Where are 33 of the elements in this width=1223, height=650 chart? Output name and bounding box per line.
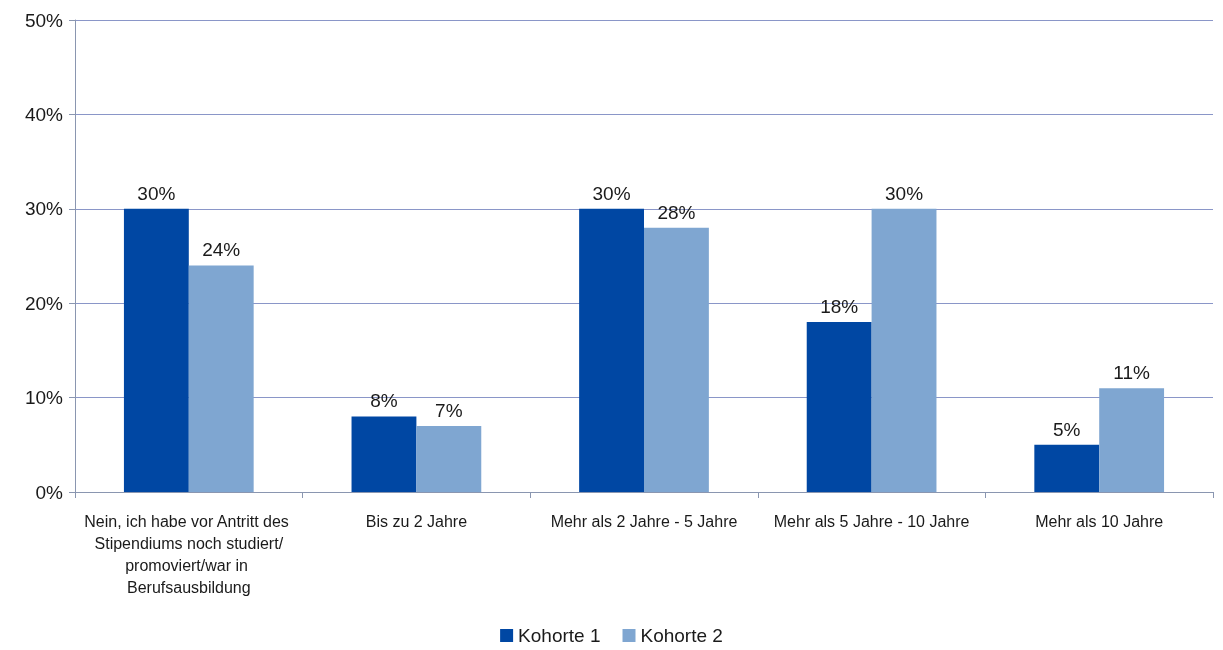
y-tick-label: 40%: [24, 103, 64, 125]
x-tick-label: Mehr als 2 Jahre - 5 Jahre: [550, 512, 738, 530]
x-tick-label: Bis zu 2 Jahre: [365, 512, 468, 530]
data-label: 18%: [820, 296, 859, 318]
data-label: 7%: [435, 399, 463, 421]
data-label: 24%: [202, 239, 241, 261]
data-label: 8%: [370, 390, 398, 412]
y-tick-label: 20%: [24, 292, 64, 314]
bar: [806, 322, 872, 492]
y-tick-label: 10%: [24, 387, 64, 409]
y-tick-label: 30%: [24, 198, 64, 220]
bar: [579, 208, 644, 492]
data-label: 30%: [137, 182, 176, 204]
bar: [1099, 388, 1165, 492]
bar: [644, 227, 709, 492]
bar: [871, 208, 937, 492]
legend-label: Kohorte 1: [518, 625, 601, 646]
legend-label: Kohorte 2: [640, 625, 723, 646]
x-tick-label: Mehr als 10 Jahre: [1035, 512, 1164, 530]
data-label: 30%: [885, 182, 924, 204]
y-tick-label: 50%: [24, 9, 64, 31]
data-label: 28%: [657, 201, 696, 223]
bar: [1034, 444, 1100, 492]
data-label: 30%: [592, 182, 631, 204]
bar: [123, 208, 189, 492]
bar: [188, 265, 254, 492]
x-tick-label: Nein, ich habe vor Antritt des Stipendiums noch studiert/promoviert/war in Berufsausbildung: [84, 512, 294, 596]
data-label: 11%: [1113, 362, 1151, 384]
bar: [351, 416, 417, 492]
x-tick-label: Mehr als 5 Jahre - 10 Jahre: [773, 512, 970, 530]
data-label: 5%: [1053, 418, 1081, 440]
bar: [416, 425, 482, 492]
y-tick-label: 0%: [35, 481, 64, 503]
